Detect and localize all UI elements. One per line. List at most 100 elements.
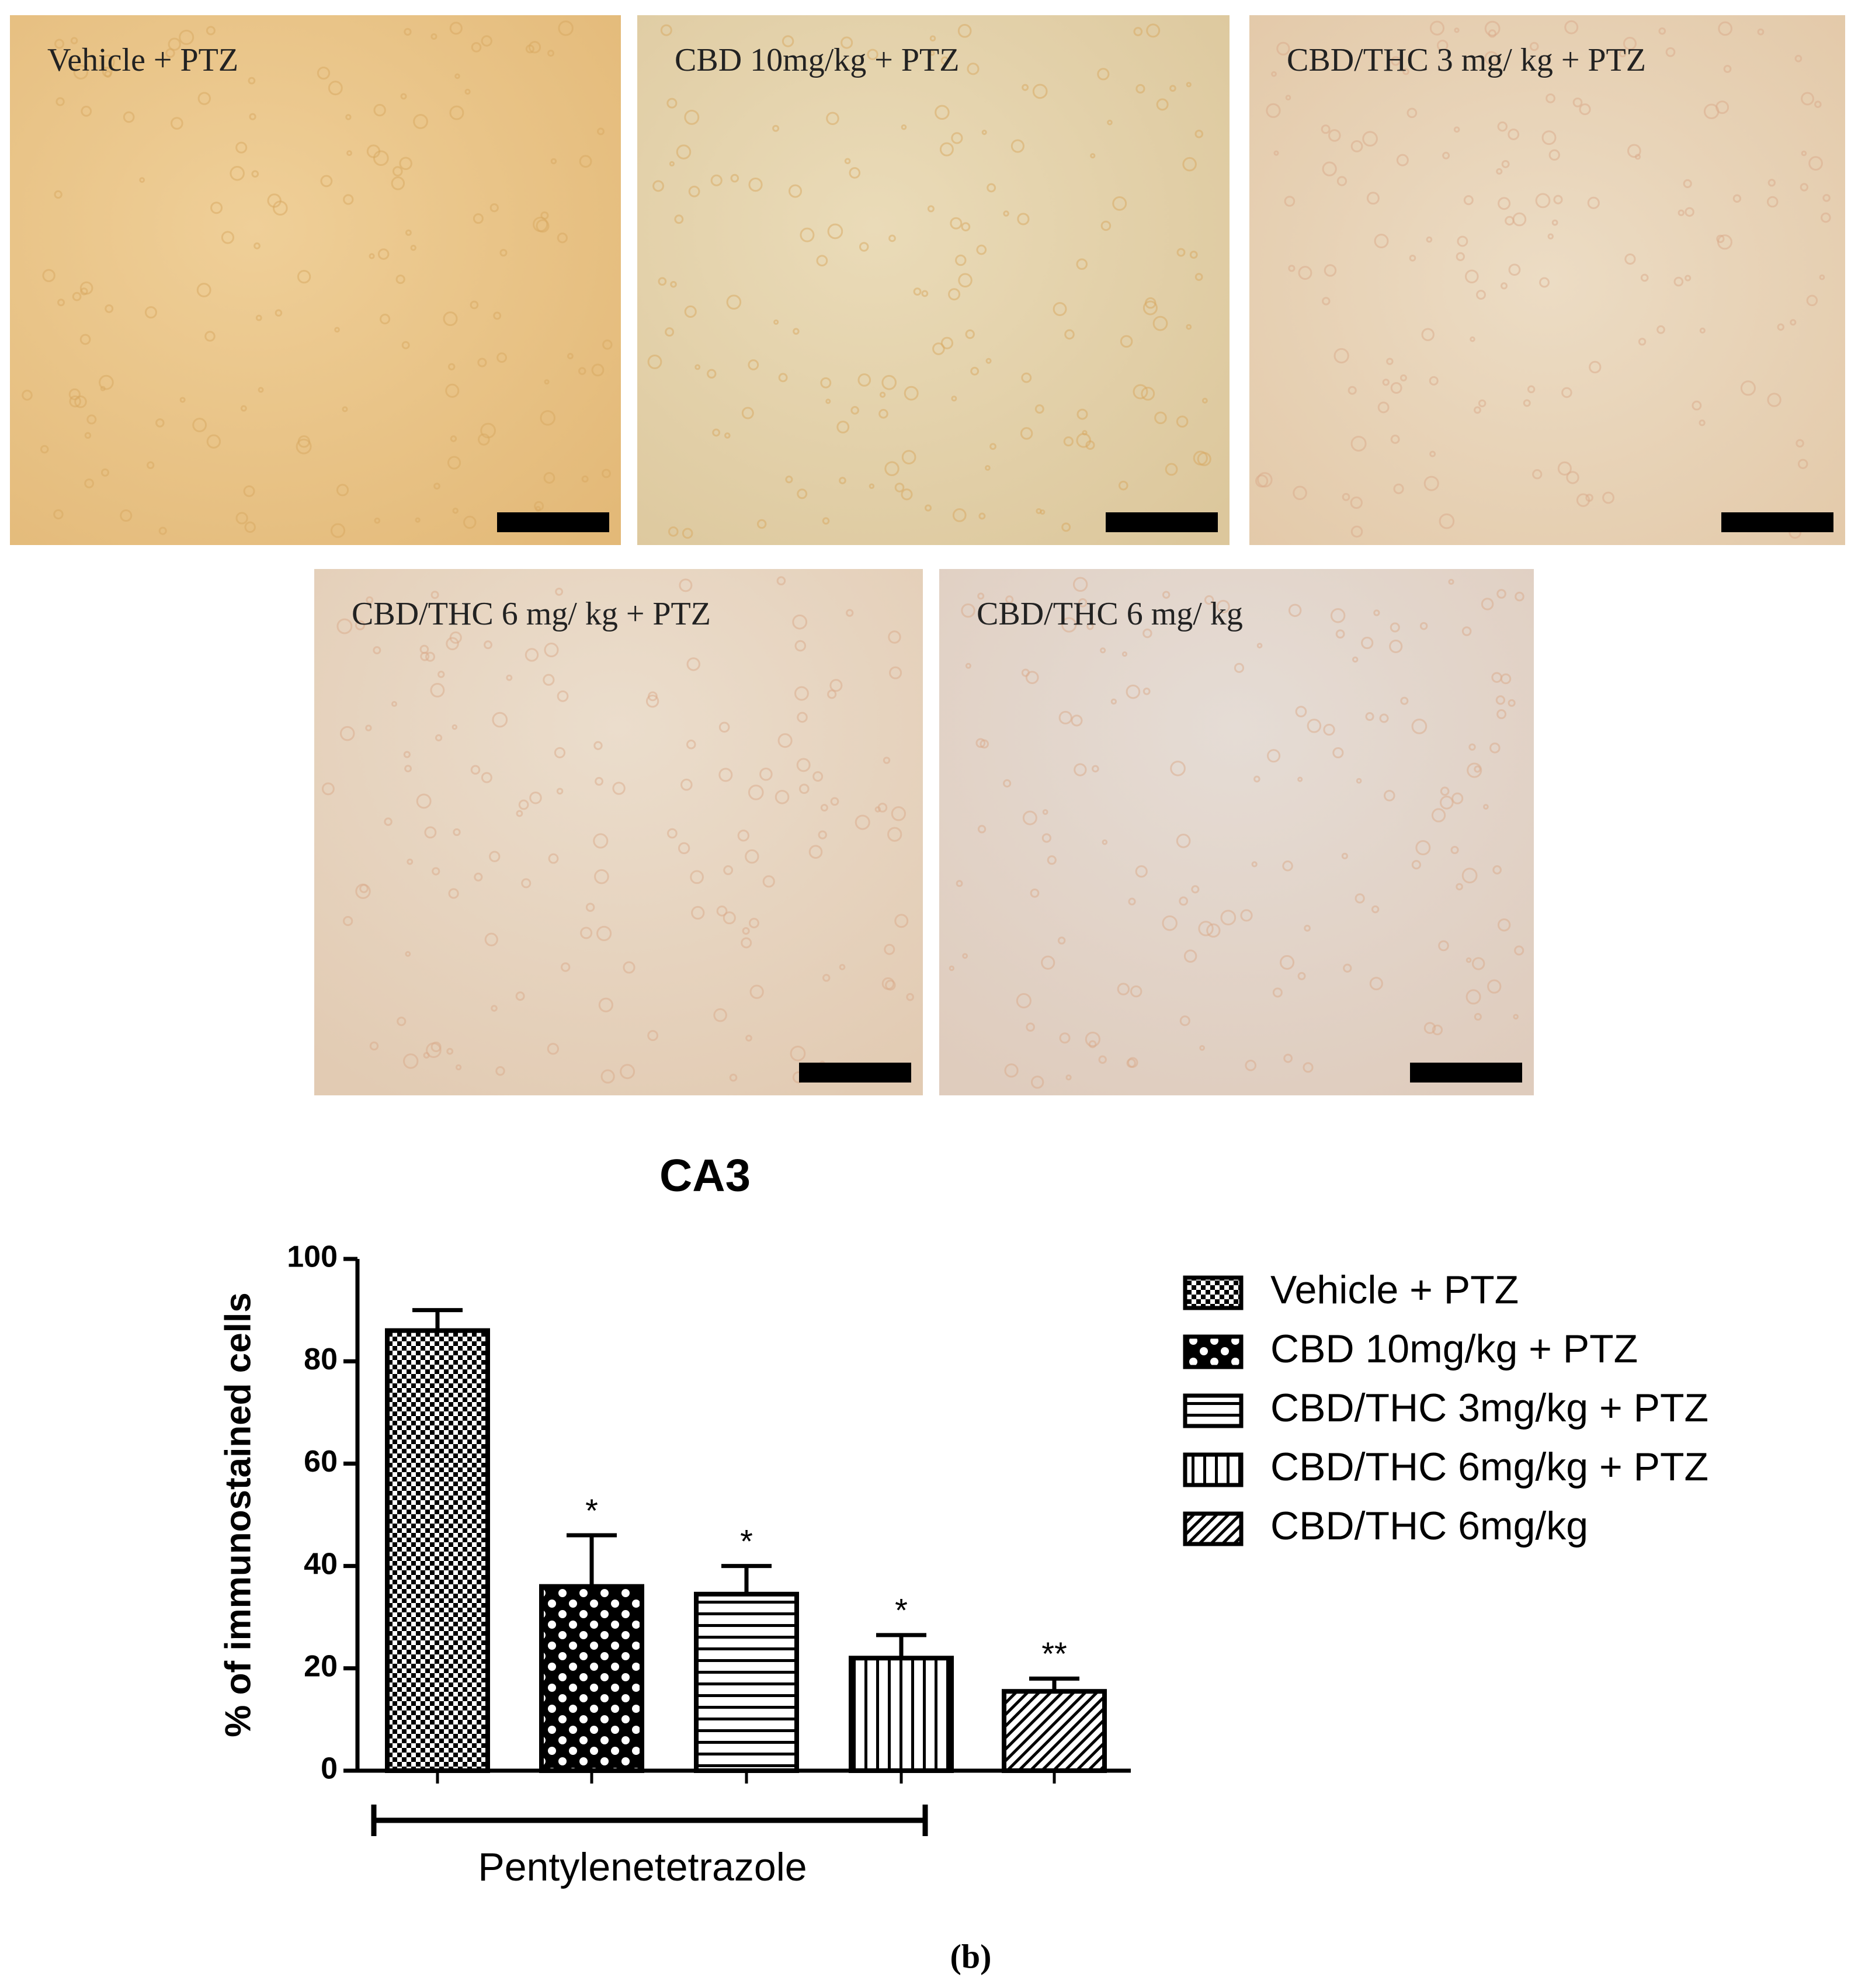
y-tick-label: 80	[304, 1342, 338, 1376]
cell-speck	[496, 352, 507, 363]
cell-speck	[1142, 628, 1152, 639]
cell-speck	[1678, 209, 1685, 216]
cell-speck	[773, 319, 779, 325]
cell-speck	[495, 1066, 505, 1076]
cell-speck	[430, 591, 439, 599]
cell-speck	[448, 888, 459, 899]
cell-speck	[336, 618, 353, 634]
cell-speck	[660, 24, 672, 36]
cell-speck	[355, 883, 371, 899]
cell-speck	[1495, 695, 1505, 705]
micrograph-label: CBD 10mg/kg + PTZ	[675, 42, 959, 78]
cell-speck	[1683, 179, 1692, 188]
cell-speck	[887, 827, 902, 842]
cell-speck	[1472, 957, 1485, 970]
cell-speck	[230, 165, 245, 181]
cell-speck	[1553, 195, 1563, 204]
cell-speck	[597, 127, 605, 136]
cell-speck	[1429, 450, 1436, 457]
cell-speck	[816, 255, 828, 267]
scale-bar	[1721, 512, 1833, 532]
y-tick-label: 60	[304, 1445, 338, 1479]
cell-speck	[1546, 93, 1555, 103]
cell-speck	[925, 504, 932, 512]
cell-speck	[1282, 861, 1293, 872]
cell-speck	[1090, 153, 1096, 159]
cell-speck	[404, 27, 412, 36]
cell-speck	[463, 515, 477, 529]
cell-speck	[403, 1053, 419, 1069]
cell-speck	[593, 741, 603, 750]
cell-speck	[1176, 834, 1191, 848]
cell-speck	[1699, 327, 1706, 334]
cell-speck	[1576, 493, 1590, 507]
cell-speck	[777, 733, 793, 748]
cell-speck	[1467, 762, 1482, 778]
cell-speck	[1366, 192, 1380, 205]
cell-speck	[1322, 297, 1331, 306]
cell-speck	[499, 249, 508, 257]
cell-speck	[707, 369, 717, 379]
cell-speck	[391, 176, 405, 190]
cell-speck	[1448, 578, 1454, 585]
cell-speck	[1484, 51, 1499, 65]
cell-speck	[808, 845, 823, 859]
cell-speck	[684, 305, 697, 318]
cell-speck	[1808, 156, 1823, 171]
cell-speck	[407, 858, 414, 865]
cell-speck	[790, 1045, 806, 1061]
cell-speck	[343, 194, 354, 205]
cell-speck	[1097, 68, 1110, 81]
cell-speck	[100, 468, 109, 477]
cell-speck	[1496, 168, 1503, 175]
cell-speck	[957, 24, 972, 38]
cell-speck	[1453, 126, 1460, 133]
cell-speck	[1076, 258, 1088, 270]
cell-speck	[1423, 476, 1439, 491]
cell-speck	[877, 803, 888, 813]
cell-speck	[1144, 297, 1157, 309]
cell-speck	[1432, 1024, 1443, 1036]
cell-speck	[139, 177, 145, 183]
cell-speck	[521, 878, 532, 889]
cell-speck	[1548, 149, 1560, 161]
cell-speck	[179, 29, 195, 45]
cell-speck	[1273, 150, 1279, 156]
cell-speck	[430, 683, 445, 698]
cell-speck	[904, 386, 919, 401]
cell-speck	[1656, 325, 1665, 334]
cell-speck	[240, 405, 247, 412]
cell-speck	[1478, 399, 1487, 408]
cell-speck	[1547, 233, 1554, 240]
bar	[539, 1584, 644, 1773]
cell-speck	[1508, 699, 1516, 707]
cell-speck	[674, 214, 684, 224]
cell-speck	[492, 712, 508, 728]
cell-speck	[1801, 92, 1814, 106]
cell-speck	[1665, 47, 1676, 57]
cell-speck	[1487, 979, 1502, 994]
cell-speck	[818, 830, 827, 839]
cell-speck	[1169, 85, 1176, 92]
cell-speck	[1194, 130, 1204, 138]
cell-speck	[1822, 194, 1831, 202]
cell-speck	[42, 269, 55, 282]
cell-speck	[1186, 82, 1192, 88]
cell-speck	[403, 751, 411, 758]
cell-speck	[1400, 696, 1409, 705]
cell-speck	[555, 587, 564, 596]
cell-speck	[748, 359, 759, 370]
cell-speck	[1078, 598, 1088, 608]
cell-speck	[647, 355, 662, 369]
cell-speck	[168, 37, 181, 51]
cell-speck	[857, 373, 871, 387]
cell-speck	[70, 37, 78, 44]
cell-speck	[452, 507, 459, 514]
cell-speck	[477, 358, 487, 367]
cell-speck	[730, 174, 739, 183]
cell-speck	[593, 833, 609, 849]
cell-speck	[1382, 379, 1390, 386]
cell-speck	[623, 961, 635, 974]
cell-speck	[1564, 20, 1579, 34]
cell-speck	[1017, 213, 1030, 225]
